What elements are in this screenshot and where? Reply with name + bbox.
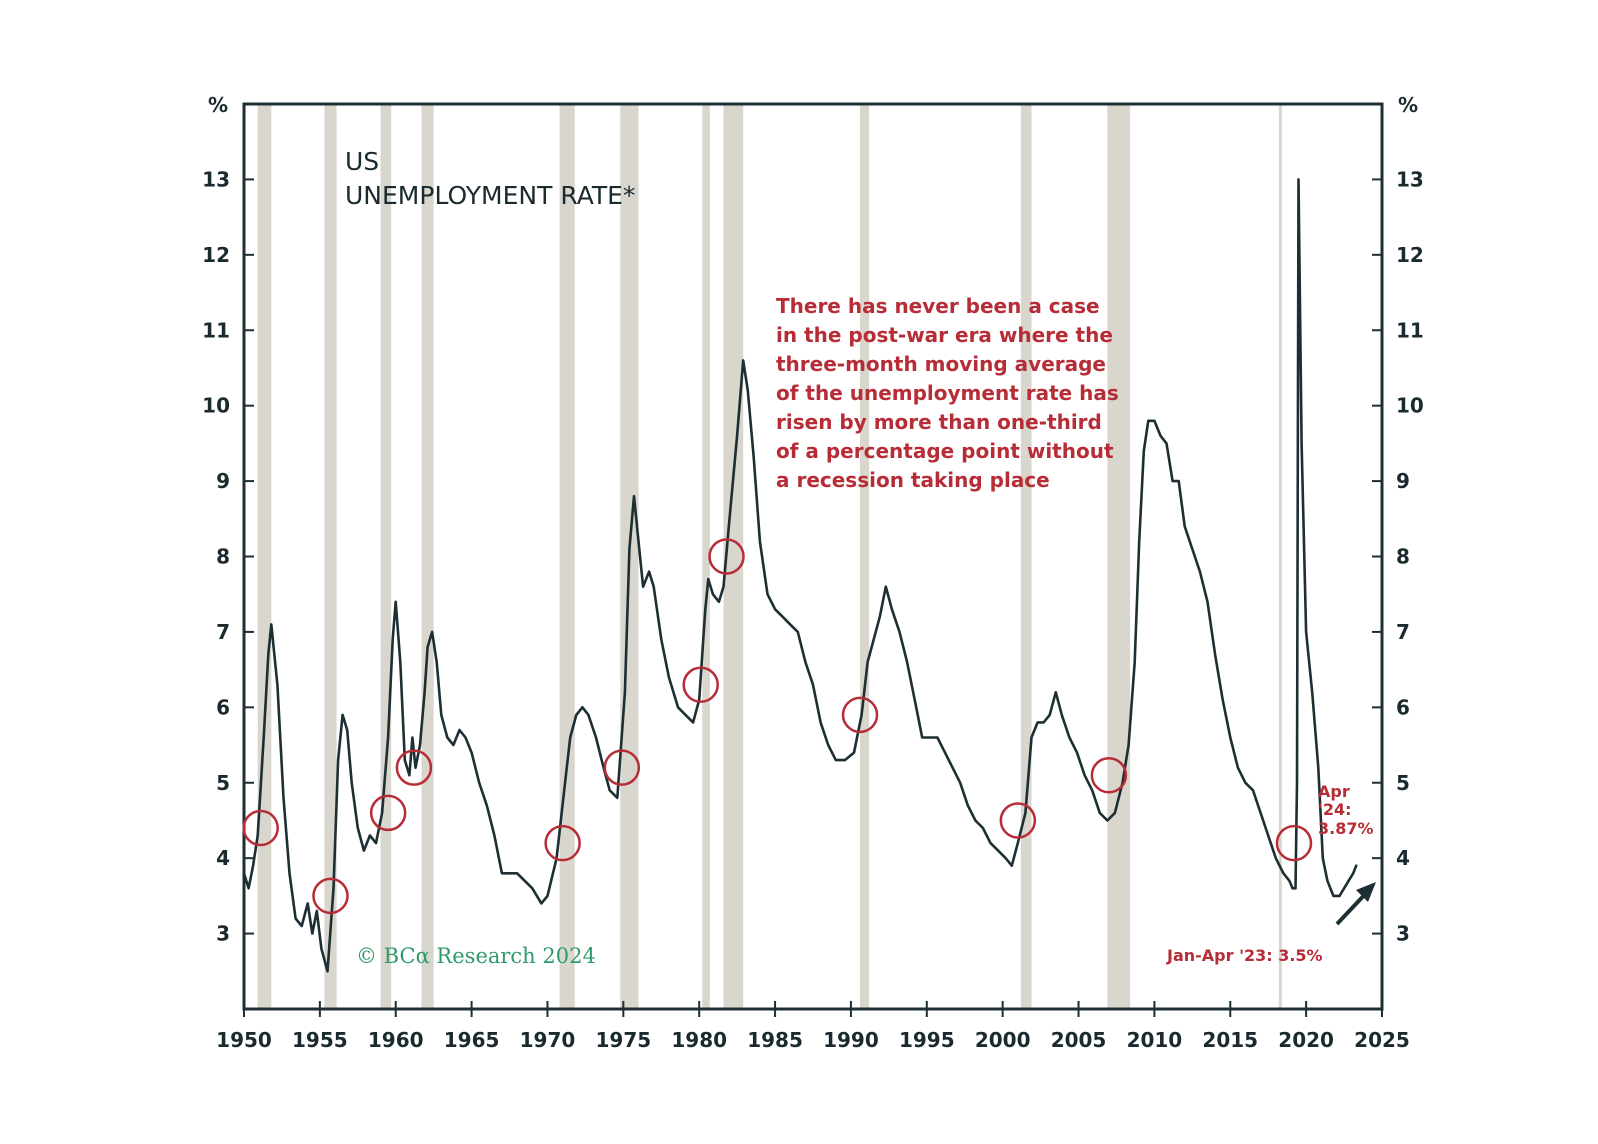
x-tick-label: 2015 [1202, 1028, 1258, 1052]
recession-band [421, 104, 434, 1009]
x-tick-label: 1965 [444, 1028, 500, 1052]
y-tick-label-left: 12 [202, 243, 230, 267]
axes [242, 102, 1384, 1011]
x-tick-label: 2020 [1278, 1028, 1334, 1052]
x-tick-label: 1955 [292, 1028, 348, 1052]
highlight-circle [395, 749, 433, 786]
copyright-watermark: © BCα Research 2024 [356, 944, 596, 968]
x-tick-label: 1960 [368, 1028, 424, 1052]
y-tick-label-left: 11 [202, 318, 230, 342]
annotation-line: three-month moving average [776, 352, 1106, 376]
y-tick-label-right: 3 [1396, 922, 1410, 946]
series-line-group [242, 178, 1358, 973]
x-tick-label: 2010 [1127, 1028, 1183, 1052]
annotation-line: of the unemployment rate has [776, 381, 1119, 405]
recession-band [324, 104, 337, 1009]
recession-bands [257, 104, 1282, 1009]
recession-band [380, 104, 392, 1009]
highlight-circle [369, 794, 407, 832]
annotation-line: There has never been a case [776, 294, 1100, 318]
y-tick-label-right: 5 [1396, 771, 1410, 795]
y-tick-label-left: 10 [202, 394, 230, 418]
highlight-circle [312, 877, 349, 915]
y-tick-label-right: 8 [1396, 545, 1410, 569]
chart-title-line1: US [345, 147, 379, 176]
annotation-line: risen by more than one-third [776, 410, 1102, 434]
y-tick-label-right: 11 [1396, 318, 1424, 342]
highlight-circle [544, 824, 581, 862]
series-line [242, 178, 1358, 973]
recession-band [860, 104, 870, 1009]
latest-label-line: '24: [1318, 800, 1352, 819]
annotation-line: a recession taking place [776, 468, 1050, 492]
x-tick-label: 1985 [747, 1028, 803, 1052]
x-tick-label: 1995 [899, 1028, 955, 1052]
chart-title-line2: UNEMPLOYMENT RATE* [345, 181, 635, 210]
x-tick-label: 1990 [823, 1028, 879, 1052]
plot-frame [242, 102, 1384, 1011]
x-tick-label: 2005 [1051, 1028, 1107, 1052]
latest-label-line: 3.87% [1318, 819, 1374, 838]
y-tick-label-right: 12 [1396, 243, 1424, 267]
recession-band [257, 104, 272, 1009]
highlight-circle [1090, 756, 1128, 794]
x-tick-label: 2025 [1354, 1028, 1410, 1052]
recession-band [1020, 104, 1032, 1009]
recession-band [559, 104, 575, 1009]
y-tick-label-left: 7 [216, 620, 230, 644]
arrow-icon [1335, 882, 1376, 926]
low-value-label: Jan-Apr '23: 3.5% [1166, 946, 1323, 965]
highlight-circle [603, 749, 641, 786]
annotation-line: of a percentage point without [776, 439, 1114, 463]
y-tick-label-left: 3 [216, 922, 230, 946]
y-tick-label-right: 4 [1396, 846, 1410, 870]
y-tick-label-right: 13 [1396, 167, 1424, 191]
x-tick-label: 1950 [216, 1028, 272, 1052]
y-unit-left: % [208, 93, 228, 117]
y-tick-label-left: 13 [202, 167, 230, 191]
highlight-circle [841, 696, 879, 734]
latest-value-label: Apr '24: 3.87% [1318, 782, 1374, 838]
y-tick-label-left: 9 [216, 469, 230, 493]
annotation-note: There has never been a case in the post-… [776, 294, 1119, 492]
latest-label-line: Apr [1318, 782, 1350, 801]
recession-band [1107, 104, 1131, 1009]
highlight-circle [682, 666, 719, 703]
y-tick-label-right: 6 [1396, 695, 1410, 719]
highlight-circle [1275, 824, 1313, 862]
y-unit-right: % [1398, 93, 1418, 117]
y-axis-ticks: 3 3 4 4 5 5 6 6 7 7 8 8 9 9 10 10 11 11 12 12 13 13 [202, 167, 1424, 945]
highlight-circle [708, 538, 745, 575]
recession-band [702, 104, 710, 1009]
highlight-circle [999, 802, 1037, 839]
recession-band [1278, 104, 1282, 1009]
x-tick-label: 1970 [520, 1028, 576, 1052]
y-tick-label-right: 7 [1396, 620, 1410, 644]
y-tick-label-left: 5 [216, 771, 230, 795]
highlight-circle [242, 809, 279, 847]
x-axis-ticks: 1950 1955 1960 1965 1970 1975 1980 1985 1990 1995… [216, 1001, 1410, 1052]
y-tick-label-right: 10 [1396, 394, 1424, 418]
x-tick-label: 1975 [595, 1028, 651, 1052]
highlight-circles [242, 538, 1313, 915]
annotation-line: in the post-war era where the [776, 323, 1113, 347]
recession-band [723, 104, 744, 1009]
y-tick-label-left: 4 [216, 846, 230, 870]
x-tick-label: 1980 [671, 1028, 727, 1052]
y-tick-label-right: 9 [1396, 469, 1410, 493]
y-tick-label-left: 6 [216, 695, 230, 719]
y-tick-label-left: 8 [216, 545, 230, 569]
x-tick-label: 2000 [975, 1028, 1031, 1052]
